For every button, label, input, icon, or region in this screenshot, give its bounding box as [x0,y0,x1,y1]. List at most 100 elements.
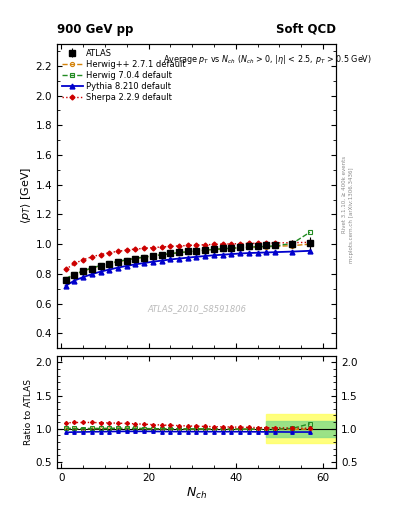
Sherpa 2.2.9 default [151,245,155,251]
Herwig 7.0.4 default [255,244,260,250]
Herwig++ 2.7.1 default [116,259,120,265]
Pythia 8.210 default [194,254,199,260]
Sherpa 2.2.9 default [116,248,120,254]
Herwig++ 2.7.1 default [220,246,225,252]
Herwig++ 2.7.1 default [246,244,251,250]
Pythia 8.210 default [98,269,103,275]
Herwig++ 2.7.1 default [98,263,103,269]
Pythia 8.210 default [159,258,164,264]
Herwig 7.0.4 default [246,244,251,250]
Herwig 7.0.4 default [81,268,86,274]
Sherpa 2.2.9 default [107,250,112,256]
Pythia 8.210 default [264,249,269,255]
Herwig++ 2.7.1 default [238,245,242,251]
Sherpa 2.2.9 default [63,266,68,272]
Herwig++ 2.7.1 default [107,261,112,267]
Herwig++ 2.7.1 default [177,250,182,256]
Sherpa 2.2.9 default [185,242,190,248]
Herwig 7.0.4 default [273,243,277,249]
Herwig 7.0.4 default [211,246,216,252]
Pythia 8.210 default [125,263,129,269]
Text: Average $p_T$ vs $N_{ch}$ ($N_{ch}$ > 0, $|\eta|$ < 2.5, $p_T$ > 0.5 GeV): Average $p_T$ vs $N_{ch}$ ($N_{ch}$ > 0,… [163,53,372,66]
Herwig 7.0.4 default [264,243,269,249]
Herwig++ 2.7.1 default [90,265,94,271]
Text: Rivet 3.1.10, ≥ 400k events: Rivet 3.1.10, ≥ 400k events [342,156,346,233]
Bar [266,414,336,443]
Sherpa 2.2.9 default [307,239,312,245]
Herwig++ 2.7.1 default [159,252,164,258]
Bar [266,421,336,437]
Sherpa 2.2.9 default [203,242,208,248]
Pythia 8.210 default [246,250,251,256]
Legend: ATLAS, Herwig++ 2.7.1 default, Herwig 7.0.4 default, Pythia 8.210 default, Sherp: ATLAS, Herwig++ 2.7.1 default, Herwig 7.… [60,47,187,103]
Herwig 7.0.4 default [168,250,173,257]
Herwig 7.0.4 default [203,247,208,253]
Pythia 8.210 default [116,265,120,271]
Herwig++ 2.7.1 default [255,244,260,250]
Line: Pythia 8.210 default: Pythia 8.210 default [63,248,312,288]
Herwig 7.0.4 default [194,248,199,254]
Pythia 8.210 default [185,254,190,261]
Herwig 7.0.4 default [238,245,242,251]
Pythia 8.210 default [238,250,242,257]
Herwig++ 2.7.1 default [307,241,312,247]
Herwig++ 2.7.1 default [290,243,295,249]
Sherpa 2.2.9 default [159,244,164,250]
Herwig 7.0.4 default [125,257,129,263]
Herwig 7.0.4 default [159,251,164,258]
Sherpa 2.2.9 default [177,243,182,249]
Pythia 8.210 default [229,251,234,257]
Pythia 8.210 default [142,260,147,266]
Herwig++ 2.7.1 default [142,254,147,260]
Pythia 8.210 default [220,251,225,258]
Text: mcplots.cern.ch [arXiv:1306.3436]: mcplots.cern.ch [arXiv:1306.3436] [349,167,354,263]
Herwig 7.0.4 default [63,275,68,282]
Herwig++ 2.7.1 default [273,243,277,249]
Pythia 8.210 default [90,271,94,277]
Sherpa 2.2.9 default [290,240,295,246]
Pythia 8.210 default [133,261,138,267]
X-axis label: $N_{ch}$: $N_{ch}$ [186,486,207,501]
Herwig++ 2.7.1 default [229,245,234,251]
Sherpa 2.2.9 default [168,243,173,249]
Herwig 7.0.4 default [142,254,147,260]
Herwig++ 2.7.1 default [81,268,86,274]
Sherpa 2.2.9 default [246,240,251,246]
Herwig 7.0.4 default [72,271,77,277]
Sherpa 2.2.9 default [211,241,216,247]
Herwig++ 2.7.1 default [63,276,68,282]
Sherpa 2.2.9 default [194,242,199,248]
Herwig 7.0.4 default [307,229,312,236]
Sherpa 2.2.9 default [264,240,269,246]
Sherpa 2.2.9 default [229,241,234,247]
Sherpa 2.2.9 default [220,241,225,247]
Sherpa 2.2.9 default [238,241,242,247]
Sherpa 2.2.9 default [98,251,103,258]
Herwig 7.0.4 default [177,249,182,255]
Herwig++ 2.7.1 default [185,249,190,255]
Sherpa 2.2.9 default [81,257,86,263]
Pythia 8.210 default [151,259,155,265]
Pythia 8.210 default [107,266,112,272]
Pythia 8.210 default [81,274,86,280]
Pythia 8.210 default [203,253,208,259]
Pythia 8.210 default [273,249,277,255]
Herwig++ 2.7.1 default [194,248,199,254]
Sherpa 2.2.9 default [142,245,147,251]
Herwig++ 2.7.1 default [264,244,269,250]
Herwig 7.0.4 default [290,240,295,246]
Herwig 7.0.4 default [133,255,138,261]
Sherpa 2.2.9 default [133,246,138,252]
Herwig 7.0.4 default [185,249,190,255]
Herwig++ 2.7.1 default [168,251,173,257]
Pythia 8.210 default [168,257,173,263]
Pythia 8.210 default [72,278,77,284]
Text: ATLAS_2010_S8591806: ATLAS_2010_S8591806 [147,304,246,313]
Sherpa 2.2.9 default [255,240,260,246]
Pythia 8.210 default [177,255,182,262]
Y-axis label: $\langle p_T \rangle$ [GeV]: $\langle p_T \rangle$ [GeV] [19,167,33,224]
Herwig 7.0.4 default [151,253,155,259]
Text: 900 GeV pp: 900 GeV pp [57,23,133,36]
Text: Soft QCD: Soft QCD [276,23,336,36]
Herwig++ 2.7.1 default [133,255,138,262]
